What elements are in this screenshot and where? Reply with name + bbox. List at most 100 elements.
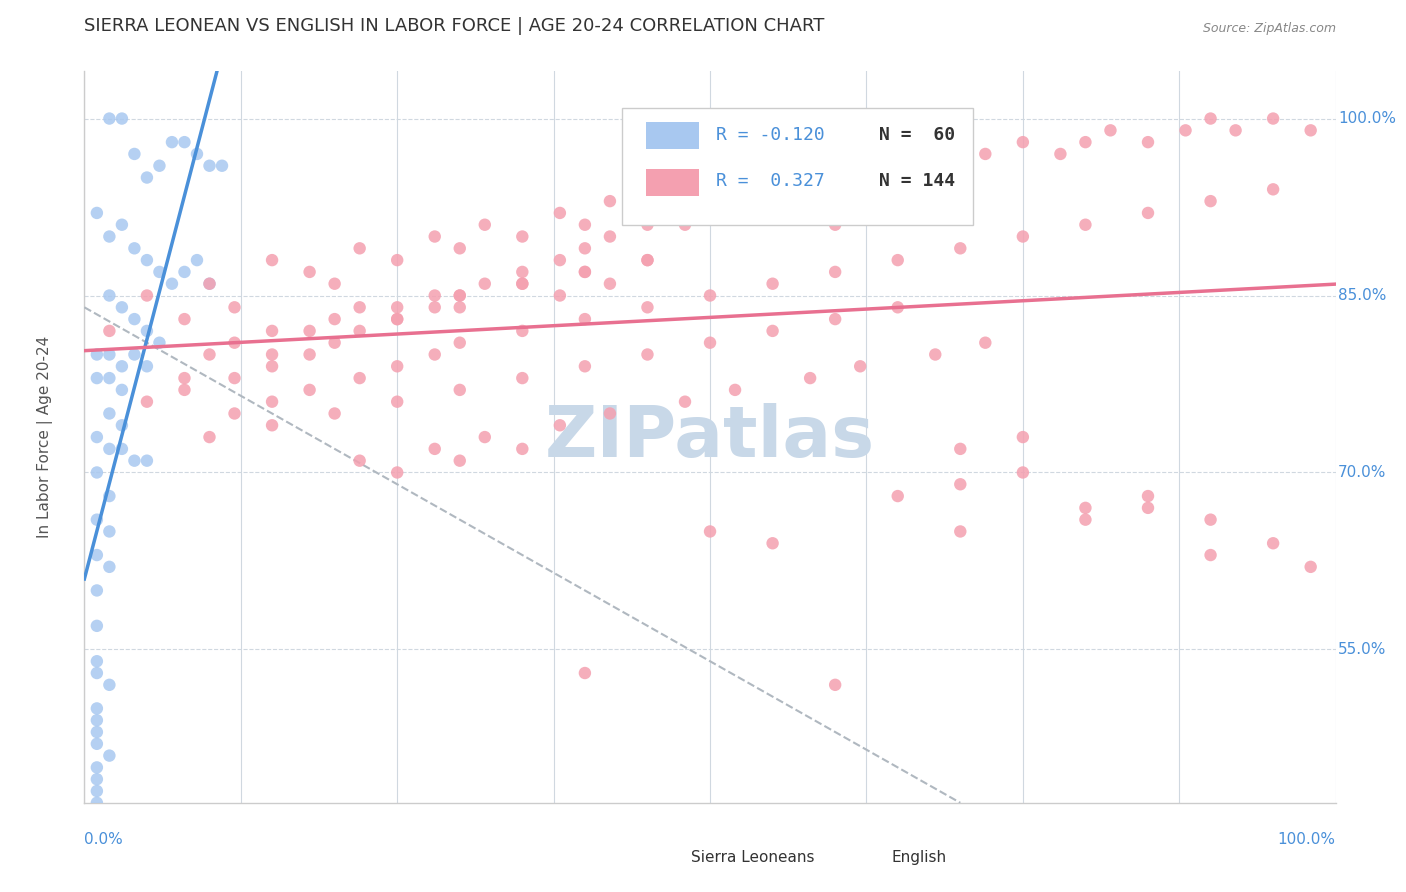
Point bbox=[298, 265, 321, 279]
Point bbox=[98, 347, 121, 361]
Point bbox=[198, 347, 221, 361]
Point bbox=[86, 760, 108, 774]
Point bbox=[1012, 229, 1035, 244]
Point bbox=[849, 359, 872, 374]
Point bbox=[762, 324, 785, 338]
Text: In Labor Force | Age 20-24: In Labor Force | Age 20-24 bbox=[37, 336, 53, 538]
Point bbox=[136, 324, 159, 338]
Point bbox=[724, 182, 747, 196]
Point bbox=[98, 559, 121, 574]
Text: Sierra Leoneans: Sierra Leoneans bbox=[692, 850, 814, 865]
Point bbox=[224, 335, 246, 350]
Point bbox=[1199, 112, 1222, 126]
Point bbox=[211, 159, 233, 173]
Point bbox=[86, 583, 108, 598]
Point bbox=[1299, 559, 1322, 574]
Point bbox=[887, 301, 910, 315]
Point bbox=[1049, 147, 1071, 161]
Point bbox=[86, 619, 108, 633]
Text: ZIPatlas: ZIPatlas bbox=[546, 402, 875, 472]
Point bbox=[86, 737, 108, 751]
Point bbox=[887, 170, 910, 185]
Point bbox=[423, 229, 446, 244]
Point bbox=[512, 324, 534, 338]
Point bbox=[173, 371, 195, 385]
Point bbox=[124, 347, 146, 361]
Point bbox=[474, 430, 496, 444]
Point bbox=[349, 371, 371, 385]
Point bbox=[98, 229, 121, 244]
Point bbox=[423, 442, 446, 456]
Point bbox=[262, 418, 284, 433]
FancyBboxPatch shape bbox=[647, 122, 699, 149]
Point bbox=[98, 407, 121, 421]
Point bbox=[699, 288, 721, 302]
Point bbox=[136, 253, 159, 268]
Point bbox=[673, 218, 696, 232]
Point bbox=[148, 265, 170, 279]
Point bbox=[323, 312, 346, 326]
Point bbox=[86, 666, 108, 681]
Point bbox=[673, 394, 696, 409]
Point bbox=[160, 277, 183, 291]
Point bbox=[111, 359, 134, 374]
Point bbox=[186, 253, 208, 268]
Point bbox=[98, 442, 121, 456]
Point bbox=[1012, 430, 1035, 444]
Point bbox=[86, 796, 108, 810]
Point bbox=[385, 466, 409, 480]
Point bbox=[349, 453, 371, 467]
Point bbox=[824, 312, 846, 326]
Point bbox=[148, 335, 170, 350]
Point bbox=[512, 277, 534, 291]
Text: 100.0%: 100.0% bbox=[1339, 111, 1396, 126]
Point bbox=[574, 218, 596, 232]
Point bbox=[262, 394, 284, 409]
Point bbox=[699, 194, 721, 208]
Point bbox=[98, 371, 121, 385]
Point bbox=[262, 347, 284, 361]
Point bbox=[599, 229, 621, 244]
Point bbox=[599, 277, 621, 291]
Point bbox=[98, 324, 121, 338]
Point bbox=[136, 170, 159, 185]
Point bbox=[699, 206, 721, 220]
Point bbox=[574, 359, 596, 374]
Point bbox=[724, 383, 747, 397]
Point bbox=[1199, 548, 1222, 562]
Point bbox=[385, 312, 409, 326]
Point bbox=[198, 430, 221, 444]
Point bbox=[173, 265, 195, 279]
Point bbox=[86, 713, 108, 727]
Text: N =  60: N = 60 bbox=[879, 126, 955, 144]
Point bbox=[349, 324, 371, 338]
Point bbox=[849, 159, 872, 173]
Point bbox=[949, 524, 972, 539]
Point bbox=[1074, 500, 1097, 515]
Point bbox=[762, 194, 785, 208]
Point bbox=[86, 371, 108, 385]
Point bbox=[111, 218, 134, 232]
Point bbox=[323, 407, 346, 421]
Point bbox=[323, 277, 346, 291]
Point bbox=[349, 301, 371, 315]
Point bbox=[1136, 489, 1159, 503]
Point bbox=[160, 135, 183, 149]
Point bbox=[124, 312, 146, 326]
Point bbox=[637, 218, 659, 232]
Point bbox=[1136, 206, 1159, 220]
Point bbox=[323, 335, 346, 350]
Point bbox=[599, 407, 621, 421]
Point bbox=[423, 347, 446, 361]
Point bbox=[224, 407, 246, 421]
Point bbox=[762, 536, 785, 550]
FancyBboxPatch shape bbox=[634, 846, 681, 870]
Text: English: English bbox=[891, 850, 946, 865]
Point bbox=[198, 277, 221, 291]
Point bbox=[136, 288, 159, 302]
Point bbox=[86, 654, 108, 668]
Point bbox=[887, 206, 910, 220]
Point bbox=[224, 301, 246, 315]
Point bbox=[98, 678, 121, 692]
Point bbox=[124, 453, 146, 467]
